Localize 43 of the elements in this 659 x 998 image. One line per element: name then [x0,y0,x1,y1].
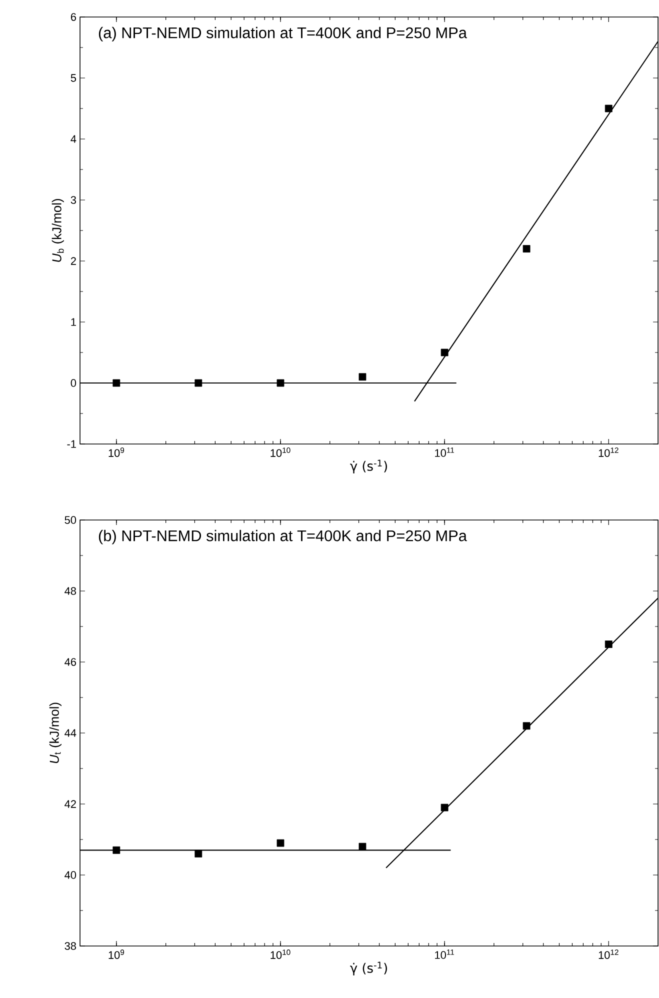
y-tick-label: 46 [64,658,76,666]
x-axis-title: γ̇ (s$^{-1}$) [350,962,387,976]
point [604,640,612,648]
y-tick-label: 6 [70,13,76,21]
y-tick-label: 38 [64,942,76,950]
text: (b) NPT-NEMD simulation at T=400K and P=250 MPa [98,530,467,544]
x-tick-label: 10$^{11}$ [435,950,454,959]
point [522,245,530,252]
y-tick-label: 44 [64,729,76,737]
x-tick-label: 10$^{10}$ [270,950,290,959]
point [276,379,284,387]
y-tick-label: 0 [70,379,76,387]
point [112,846,120,854]
y-tick-label: 2 [70,257,76,265]
y-tick-label: 48 [64,587,76,595]
point [522,722,530,730]
y-tick-label: 1 [71,318,76,326]
y-axis-title: U$_{t}$ (kJ/mol) [49,702,62,764]
point [440,804,448,812]
x-tick-label: 10$^{10}$ [270,448,290,457]
point [194,379,202,387]
point [440,348,448,356]
text: (a) NPT-NEMD simulation at T=400K and P=250 MPa [98,26,467,42]
y-tick-label: 3 [70,196,76,204]
x-tick-label: 10$^{12}$ [598,448,618,457]
x-tick-label: 10$^{11}$ [435,448,454,457]
y-tick-label: 42 [64,800,76,808]
point [604,104,612,112]
point [194,850,202,858]
x-axis-title: γ̇ (s$^{-1}$) [350,460,387,474]
point [358,842,366,850]
x-tick-label: 10$^{9}$ [108,448,124,457]
point [358,373,366,381]
y-axis-title: U$_{b}$ (kJ/mol) [52,198,64,262]
x-tick-label: 10$^{12}$ [598,950,618,959]
y-tick-label: 50 [64,516,76,524]
x-tick-label: 10$^{9}$ [108,950,124,959]
y-tick-label: 40 [64,871,76,879]
y-tick-label: -1 [67,440,76,448]
y-tick-label: 4 [70,135,76,143]
point [276,839,284,847]
y-tick-label: 5 [70,74,76,82]
point [112,379,120,387]
